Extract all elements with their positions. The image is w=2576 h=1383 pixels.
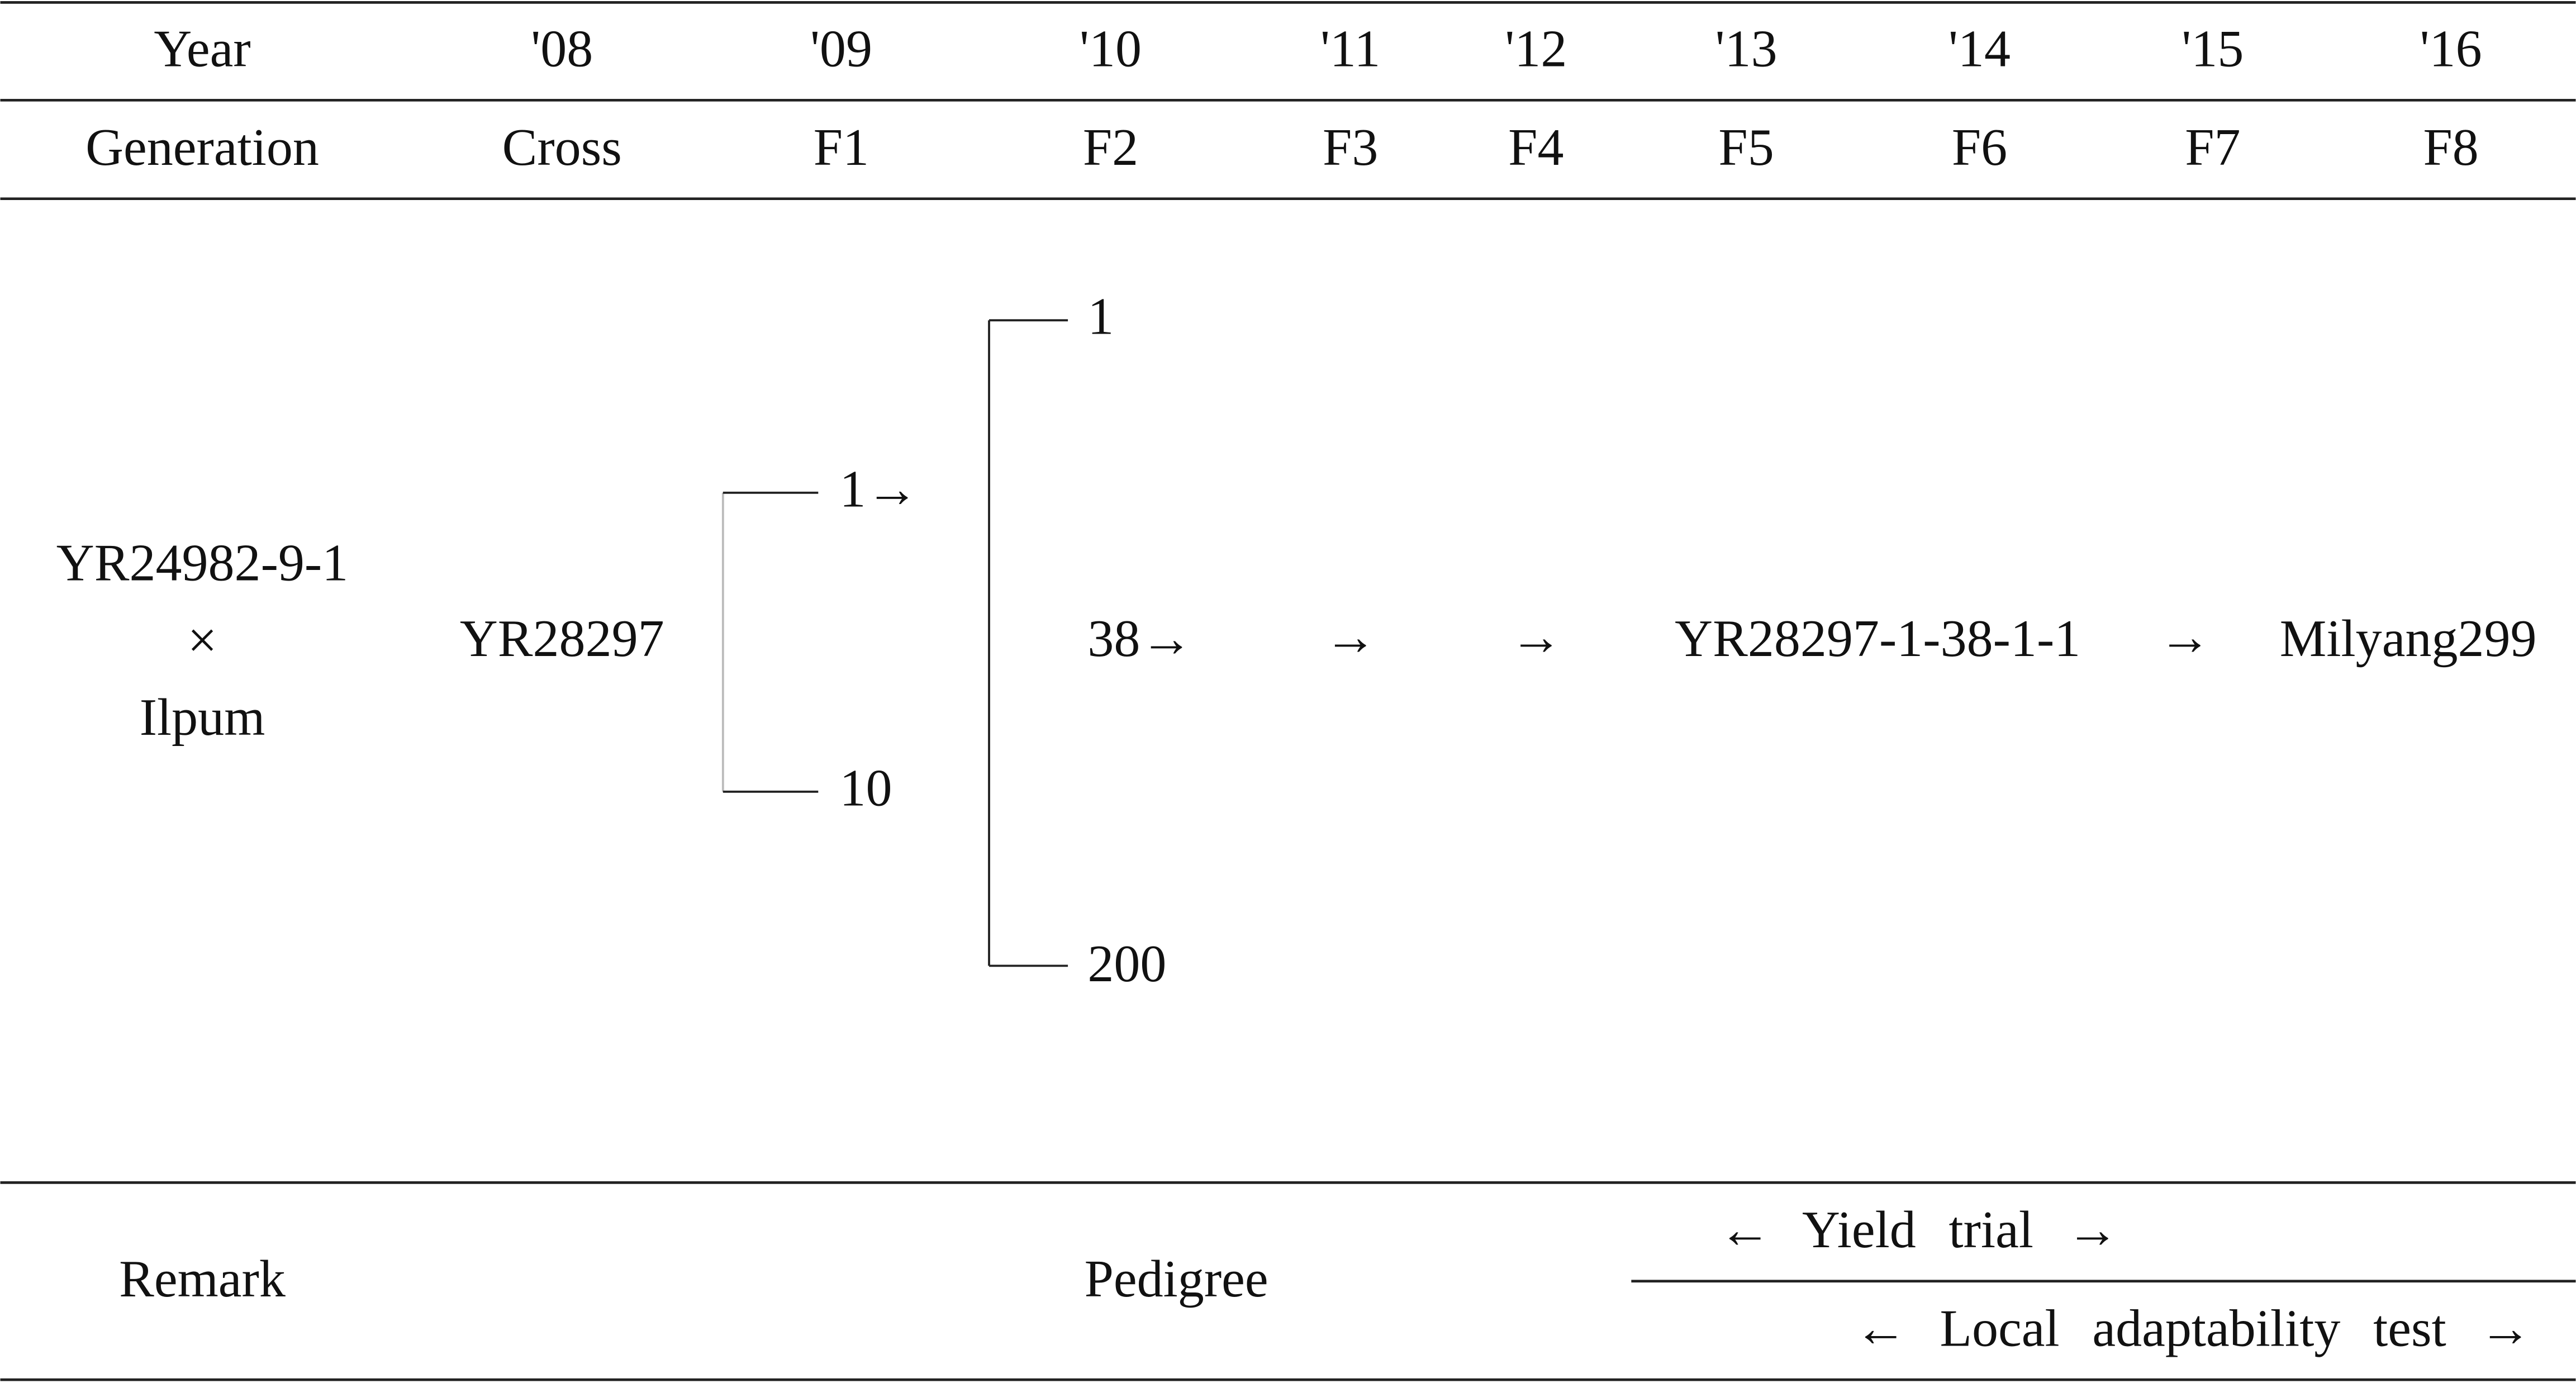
year: '12 bbox=[1505, 20, 1567, 78]
f2-line: 200 bbox=[1087, 935, 1166, 993]
cross-name: YR28297 bbox=[460, 610, 664, 668]
generation: F3 bbox=[1323, 118, 1378, 177]
header-columns: '08 '09 '10 '11 '12 '13 '14 '15 '16 Cross F1 F2 F3 F4… bbox=[502, 20, 2482, 177]
header-label: Generation bbox=[85, 118, 319, 177]
year: '11 bbox=[1320, 20, 1381, 78]
generation: F1 bbox=[814, 118, 869, 177]
generation: F8 bbox=[2423, 118, 2478, 177]
remark: ← Yield trial → bbox=[1719, 1201, 2119, 1259]
f2-line: 1 bbox=[1087, 288, 1114, 346]
line-name: YR28297-1-38-1-1 bbox=[1675, 610, 2080, 668]
generation: F4 bbox=[1508, 118, 1563, 177]
variety-name: Milyang299 bbox=[2280, 610, 2537, 668]
year: '14 bbox=[1948, 20, 2011, 78]
parent: YR24982-9-1 bbox=[56, 534, 348, 592]
parent: Ilpum bbox=[140, 688, 265, 747]
generation: F5 bbox=[1718, 118, 1774, 177]
remark-label: Remark bbox=[119, 1250, 286, 1308]
arrow: → bbox=[2159, 608, 2211, 666]
year: '09 bbox=[810, 20, 872, 78]
generation: F6 bbox=[1952, 118, 2007, 177]
remark: Pedigree bbox=[1085, 1250, 1268, 1308]
cross-sign: × bbox=[188, 611, 217, 669]
year: '16 bbox=[2420, 20, 2482, 78]
header-label: Year bbox=[154, 20, 250, 78]
year: '08 bbox=[531, 20, 593, 78]
year: '13 bbox=[1715, 20, 1777, 78]
generation: Cross bbox=[502, 118, 622, 177]
arrow: → bbox=[1510, 608, 1562, 666]
generation: F7 bbox=[2185, 118, 2240, 177]
f1-line: 1→ bbox=[840, 460, 919, 518]
remark: ← Local adaptability test → bbox=[1855, 1299, 2532, 1357]
f2-line: 38→ bbox=[1087, 610, 1192, 668]
year: '15 bbox=[2181, 20, 2244, 78]
generation: F2 bbox=[1083, 118, 1138, 177]
f1-line: 10 bbox=[840, 759, 892, 817]
arrow: → bbox=[1324, 608, 1377, 666]
year: '10 bbox=[1080, 20, 1142, 78]
